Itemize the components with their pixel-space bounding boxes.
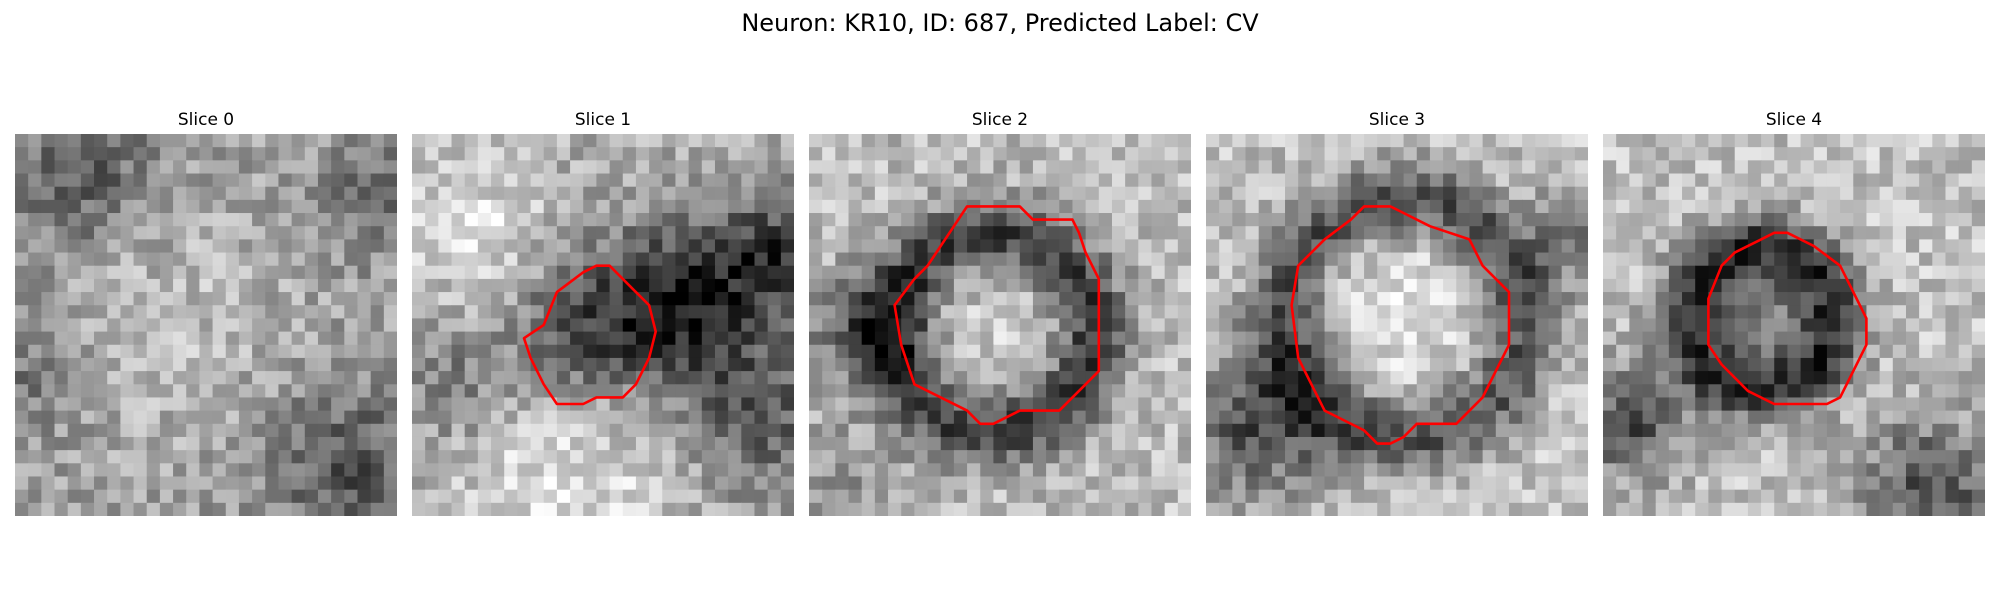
slice-image [412,134,794,516]
slice-image [809,134,1191,516]
slice-image [1603,134,1985,516]
panel-slice-1: Slice 1 [412,108,794,516]
slice-image [1206,134,1588,516]
panel-title: Slice 2 [971,110,1029,130]
segmentation-contour [522,264,657,406]
panel-slice-0: Slice 0 [15,108,397,516]
panel-slice-4: Slice 4 [1603,108,1985,516]
segmentation-contour [1707,231,1868,406]
segmentation-contour [1290,205,1511,445]
panel-title: Slice 3 [1368,110,1426,130]
panel-slice-2: Slice 2 [809,108,1191,516]
panel-slice-3: Slice 3 [1206,108,1588,516]
panel-title: Slice 1 [574,110,632,130]
figure-title: Neuron: KR10, ID: 687, Predicted Label: … [741,9,1259,37]
panel-title: Slice 4 [1765,110,1823,130]
segmentation-contour [893,205,1101,426]
panel-title: Slice 0 [177,110,235,130]
slice-image [15,134,397,516]
